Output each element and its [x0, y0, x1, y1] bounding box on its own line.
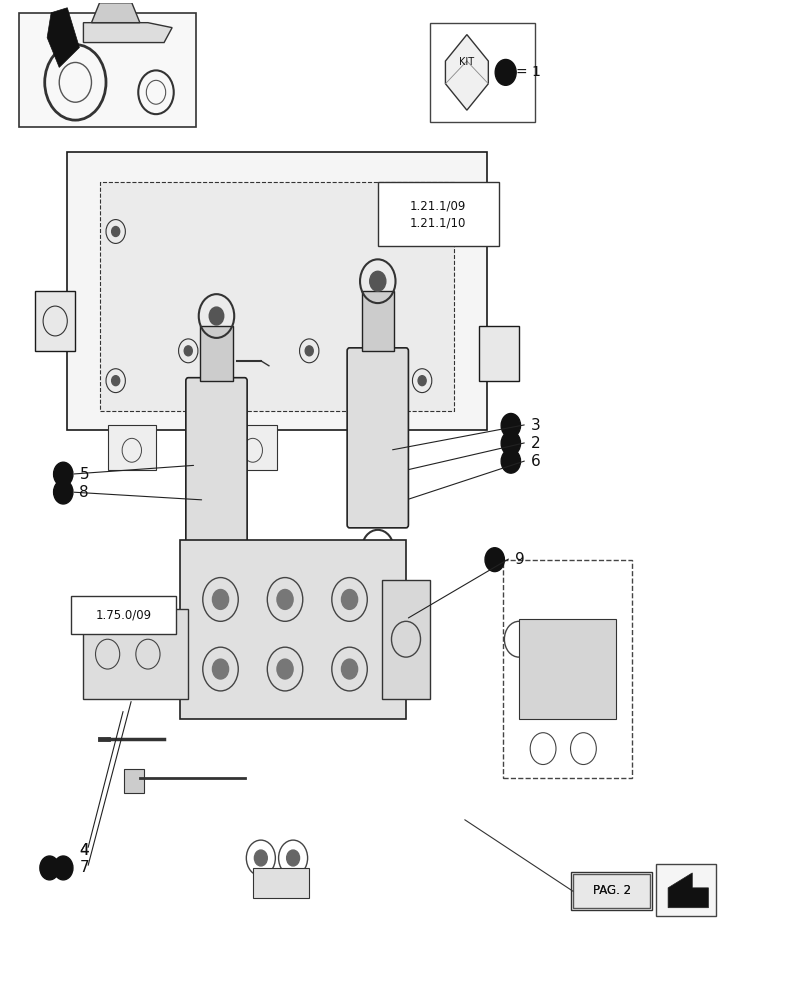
Polygon shape	[667, 873, 707, 908]
FancyBboxPatch shape	[71, 596, 176, 634]
FancyBboxPatch shape	[186, 378, 247, 553]
Text: PAG. 2: PAG. 2	[592, 884, 630, 897]
Circle shape	[111, 376, 119, 386]
Circle shape	[500, 449, 520, 473]
Text: 4: 4	[79, 843, 89, 858]
Circle shape	[341, 659, 357, 679]
FancyBboxPatch shape	[571, 872, 651, 910]
FancyBboxPatch shape	[361, 291, 393, 351]
Circle shape	[254, 850, 267, 866]
Polygon shape	[92, 3, 139, 23]
Circle shape	[495, 59, 516, 85]
Text: 5: 5	[79, 467, 89, 482]
Text: PAG. 2: PAG. 2	[592, 884, 630, 897]
Circle shape	[212, 659, 229, 679]
FancyBboxPatch shape	[518, 619, 615, 719]
Text: 4: 4	[79, 843, 89, 858]
Text: 7: 7	[79, 860, 89, 875]
Circle shape	[277, 589, 293, 609]
FancyBboxPatch shape	[430, 23, 534, 122]
Text: 7: 7	[61, 860, 71, 875]
Text: 1.21.1/09
1.21.1/10: 1.21.1/09 1.21.1/10	[410, 199, 466, 229]
Circle shape	[111, 227, 119, 236]
Circle shape	[369, 271, 385, 291]
Text: 6: 6	[530, 454, 540, 469]
FancyBboxPatch shape	[200, 326, 232, 381]
Circle shape	[54, 856, 73, 880]
FancyBboxPatch shape	[180, 540, 406, 719]
FancyBboxPatch shape	[573, 874, 650, 908]
Polygon shape	[445, 35, 487, 110]
FancyBboxPatch shape	[108, 425, 156, 470]
Text: 2: 2	[530, 436, 540, 451]
Text: = 1: = 1	[516, 65, 540, 79]
Circle shape	[212, 589, 229, 609]
Polygon shape	[84, 23, 172, 43]
Text: 9: 9	[514, 552, 524, 567]
Circle shape	[484, 548, 504, 572]
Circle shape	[500, 431, 520, 455]
Circle shape	[286, 850, 299, 866]
Circle shape	[277, 659, 293, 679]
FancyBboxPatch shape	[35, 291, 75, 351]
Circle shape	[54, 480, 73, 504]
FancyBboxPatch shape	[19, 13, 196, 127]
FancyBboxPatch shape	[349, 425, 397, 470]
Circle shape	[40, 856, 59, 880]
FancyBboxPatch shape	[478, 326, 518, 381]
Circle shape	[341, 589, 357, 609]
Circle shape	[418, 227, 426, 236]
FancyBboxPatch shape	[655, 864, 715, 916]
FancyBboxPatch shape	[123, 768, 144, 793]
FancyBboxPatch shape	[377, 182, 498, 246]
Circle shape	[500, 413, 520, 437]
Circle shape	[54, 462, 73, 486]
Text: 1.75.0/09: 1.75.0/09	[96, 609, 152, 622]
Circle shape	[418, 376, 426, 386]
Circle shape	[371, 542, 384, 558]
FancyBboxPatch shape	[84, 609, 188, 699]
Circle shape	[209, 307, 224, 325]
Text: KIT: KIT	[459, 57, 474, 67]
FancyBboxPatch shape	[346, 348, 408, 528]
FancyBboxPatch shape	[67, 152, 486, 430]
Text: 8: 8	[79, 485, 89, 500]
FancyBboxPatch shape	[381, 580, 430, 699]
Polygon shape	[47, 8, 79, 67]
FancyBboxPatch shape	[229, 425, 277, 470]
Circle shape	[305, 346, 313, 356]
Text: 3: 3	[530, 418, 540, 433]
Circle shape	[184, 346, 192, 356]
FancyBboxPatch shape	[100, 182, 454, 410]
FancyBboxPatch shape	[252, 868, 309, 898]
